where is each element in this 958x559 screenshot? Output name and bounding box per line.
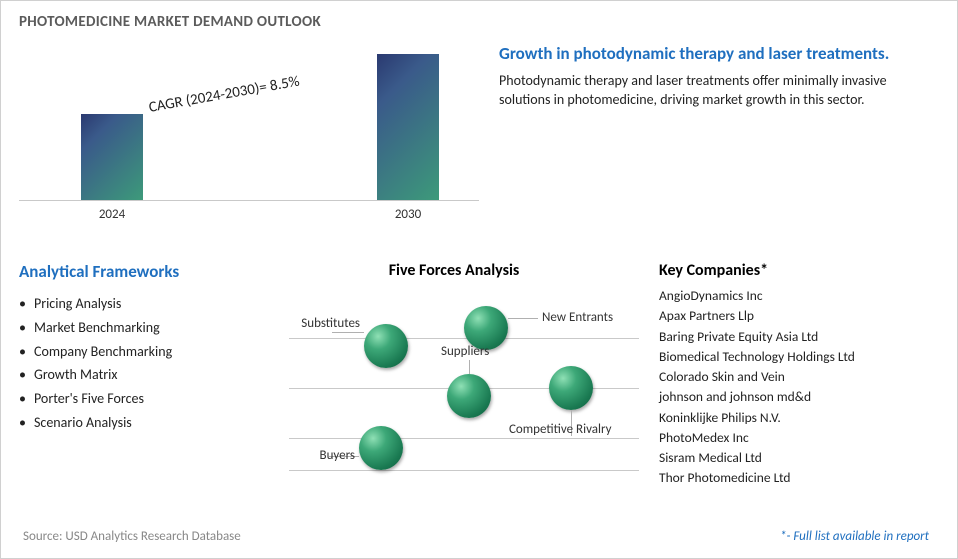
sphere-icon <box>359 426 403 470</box>
demand-bar-chart: 2024 2030 CAGR (2024-2030)= 8.5% <box>19 41 479 201</box>
bar-label-2024: 2024 <box>99 207 125 222</box>
companies-column: Key Companies* AngioDynamics Inc Apax Pa… <box>659 261 939 489</box>
bar-2030: 2030 <box>377 54 439 200</box>
five-forces-title: Five Forces Analysis <box>259 261 649 280</box>
frameworks-title: Analytical Frameworks <box>19 261 249 282</box>
list-item: Company Benchmarking <box>19 340 249 364</box>
list-item: Sisram Medical Ltd <box>659 448 939 468</box>
list-item: Koninklijke Philips N.V. <box>659 408 939 428</box>
axis-line-icon <box>289 470 639 471</box>
list-item: Baring Private Equity Asia Ltd <box>659 327 939 347</box>
force-competitive-rivalry: Competitive Rivalry <box>549 366 593 410</box>
page-title: PHOTOMEDICINE MARKET DEMAND OUTLOOK <box>19 13 939 31</box>
force-label: Suppliers <box>441 344 489 359</box>
leader-line-icon <box>332 332 364 333</box>
companies-title: Key Companies* <box>659 261 939 280</box>
five-forces-column: Five Forces Analysis Substitutes New Ent… <box>259 261 649 489</box>
leader-line-icon <box>469 360 470 374</box>
force-label: New Entrants <box>542 310 613 325</box>
list-item: Apax Partners Llp <box>659 306 939 326</box>
sphere-icon <box>364 324 408 368</box>
bar-label-2030: 2030 <box>395 207 421 222</box>
leader-line-icon <box>508 318 538 319</box>
list-item: Pricing Analysis <box>19 292 249 316</box>
bar-fill-icon <box>377 54 439 200</box>
top-row: 2024 2030 CAGR (2024-2030)= 8.5% Growth … <box>19 37 939 227</box>
footnote: *- Full list available in report <box>780 529 929 544</box>
source-note: Source: USD Analytics Research Database <box>23 529 241 544</box>
bar-fill-icon <box>81 114 143 200</box>
list-item: Colorado Skin and Vein <box>659 367 939 387</box>
list-item: Thor Photomedicine Ltd <box>659 468 939 488</box>
force-label: Buyers <box>320 448 356 463</box>
cagr-annotation: CAGR (2024-2030)= 8.5% <box>147 56 396 117</box>
sphere-icon <box>549 366 593 410</box>
force-suppliers: Suppliers <box>447 374 491 418</box>
frameworks-column: Analytical Frameworks Pricing Analysis M… <box>19 261 249 489</box>
force-buyers: Buyers <box>359 426 403 470</box>
companies-list: AngioDynamics Inc Apax Partners Llp Bari… <box>659 286 939 489</box>
bar-2024: 2024 <box>81 114 143 200</box>
list-item: Market Benchmarking <box>19 316 249 340</box>
growth-title: Growth in photodynamic therapy and laser… <box>499 43 931 64</box>
five-forces-diagram: Substitutes New Entrants Suppliers <box>259 286 649 486</box>
list-item: Biomedical Technology Holdings Ltd <box>659 347 939 367</box>
force-label: Substitutes <box>301 316 360 331</box>
growth-body: Photodynamic therapy and laser treatment… <box>499 72 931 110</box>
mid-row: Analytical Frameworks Pricing Analysis M… <box>19 261 939 489</box>
list-item: PhotoMedex Inc <box>659 428 939 448</box>
list-item: Scenario Analysis <box>19 411 249 435</box>
growth-callout: Growth in photodynamic therapy and laser… <box>499 37 939 227</box>
frameworks-list: Pricing Analysis Market Benchmarking Com… <box>19 292 249 435</box>
axis-line-icon <box>289 438 639 439</box>
list-item: Porter's Five Forces <box>19 387 249 411</box>
list-item: johnson and johnson md&d <box>659 387 939 407</box>
list-item: Growth Matrix <box>19 363 249 387</box>
sphere-icon <box>447 374 491 418</box>
list-item: AngioDynamics Inc <box>659 286 939 306</box>
force-substitutes: Substitutes <box>364 324 408 368</box>
force-label: Competitive Rivalry <box>509 422 611 437</box>
